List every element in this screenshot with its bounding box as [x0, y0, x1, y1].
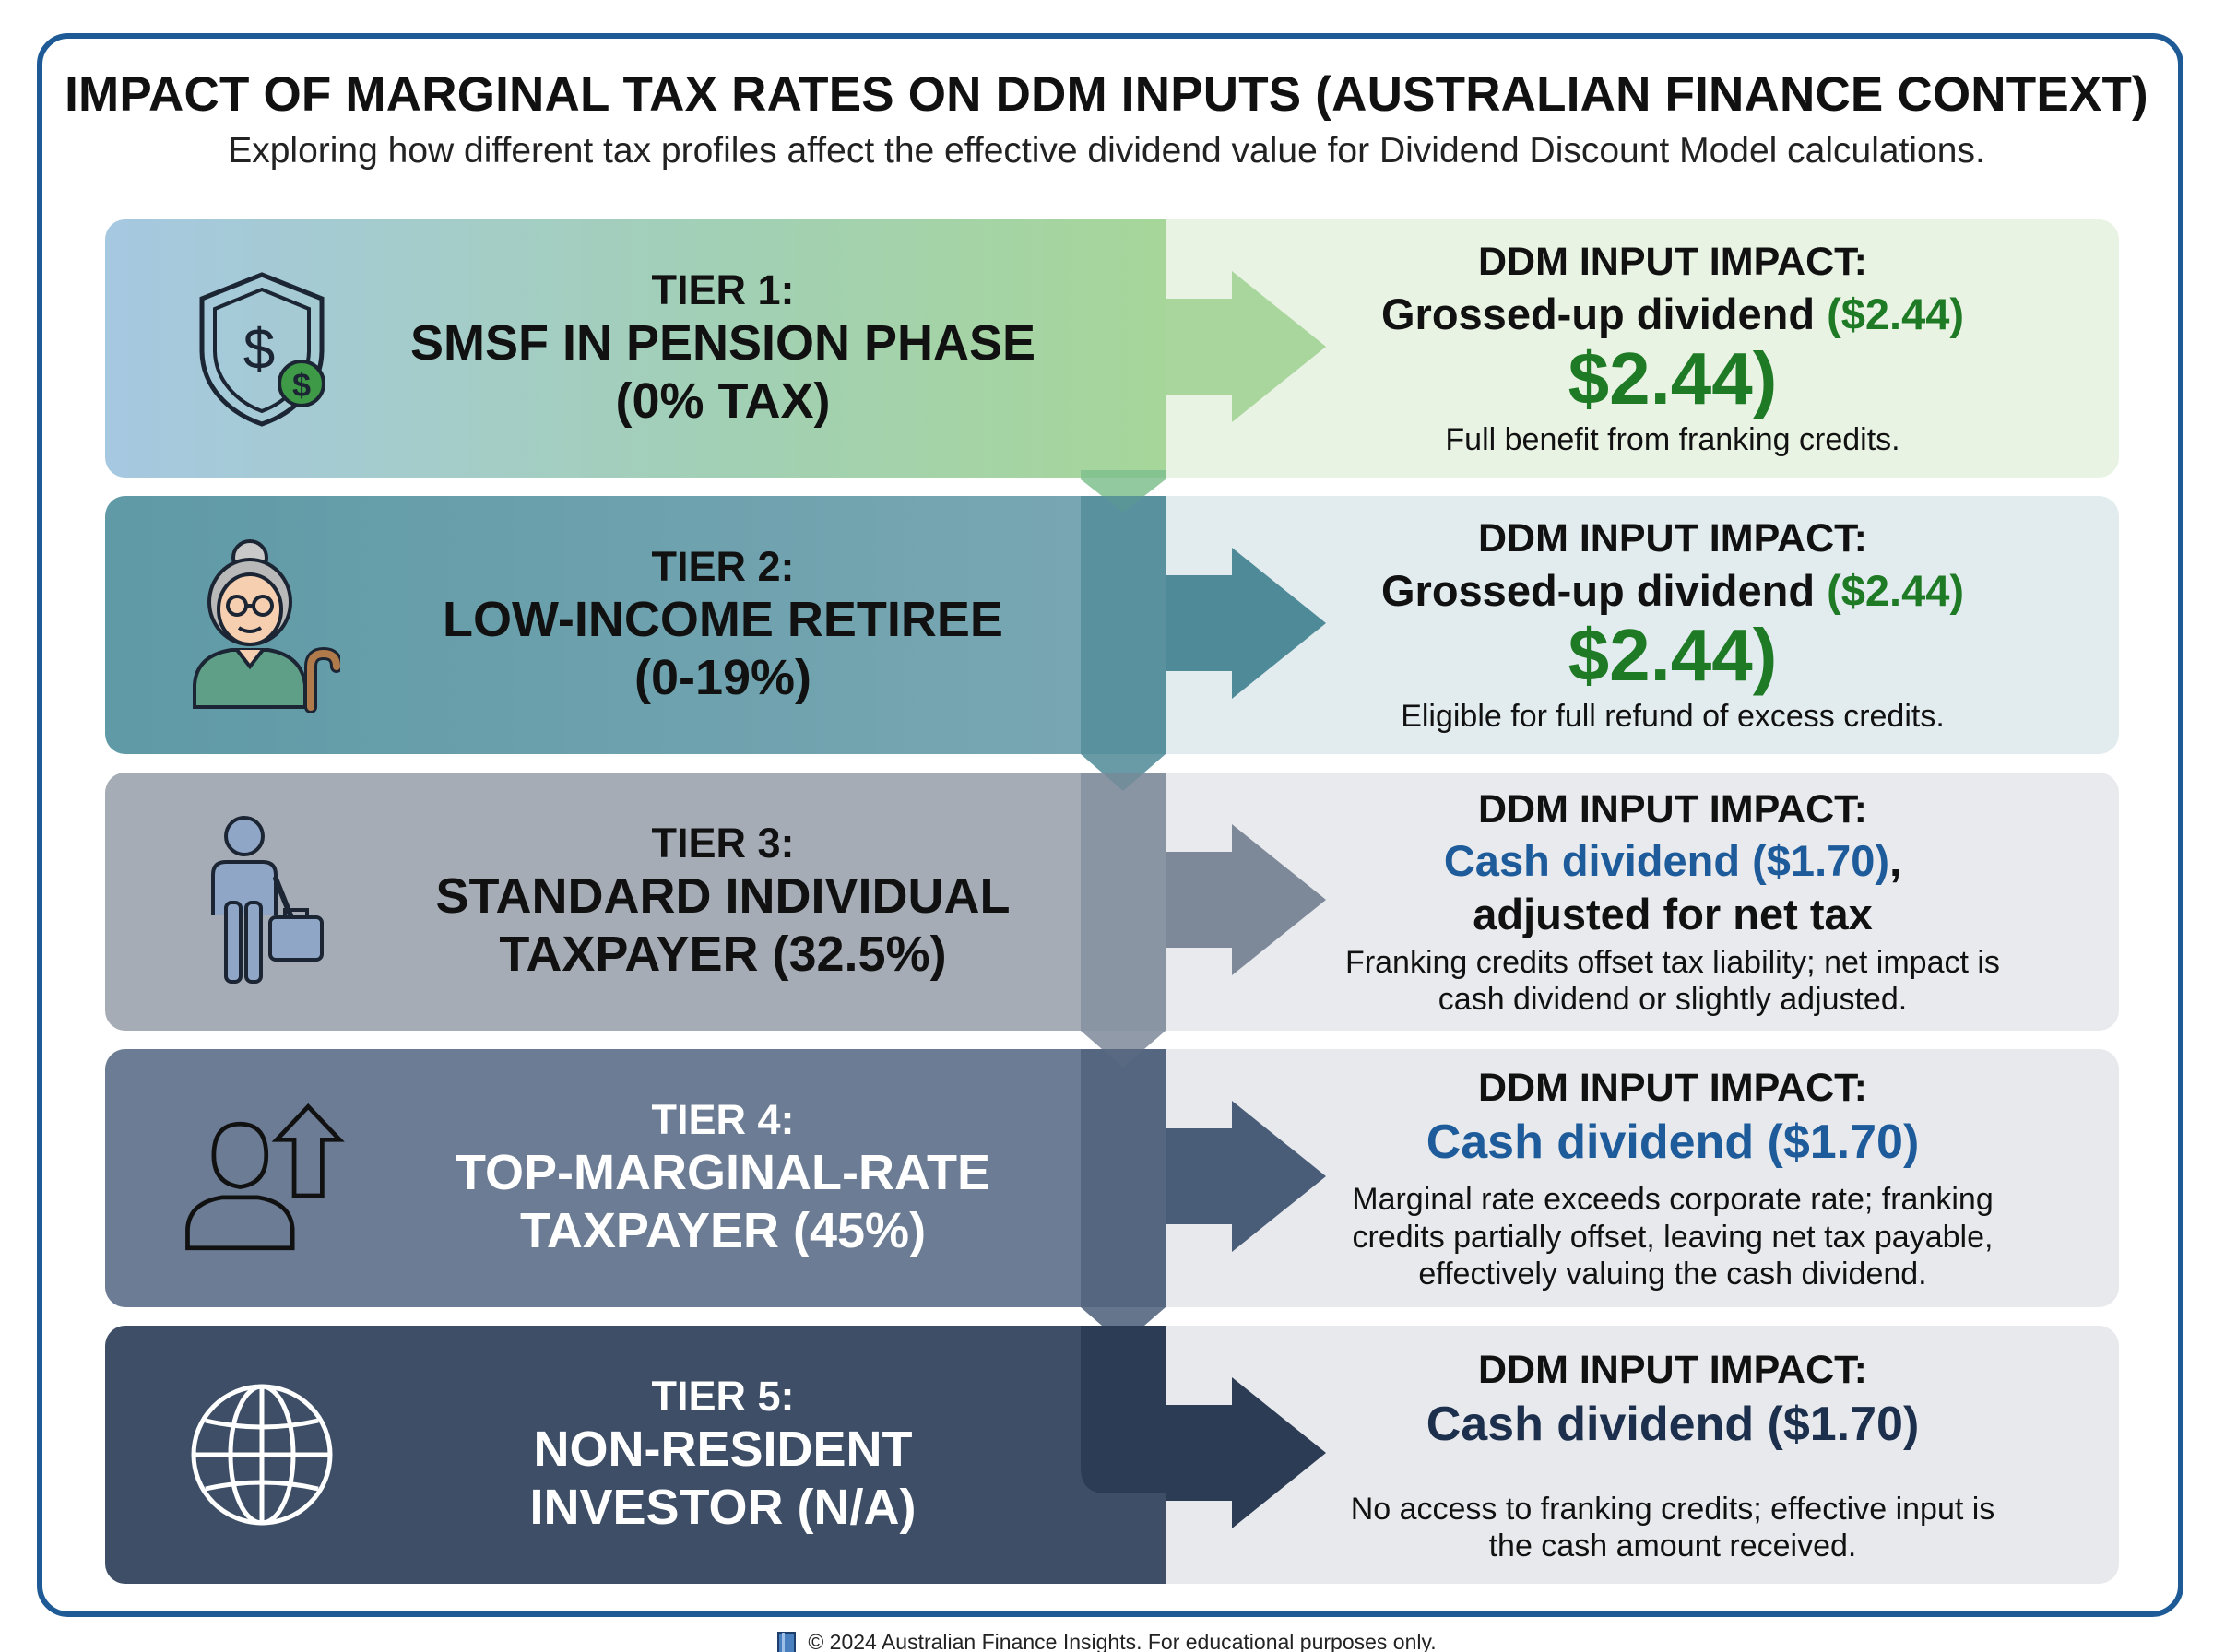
tier-1-impact-value: ($2.44) [1827, 289, 1965, 339]
tier-5-impact-note-line1: No access to franking credits; effective… [1350, 1492, 1995, 1528]
tier-2-name-line2: (0-19%) [633, 650, 812, 706]
tier-4-name-line1: TOP-MARGINAL-RATE [456, 1145, 990, 1201]
tier-5-impact-note: No access to franking credits; effective… [1351, 1491, 1995, 1564]
tier-1-impact: DDM INPUT IMPACT: Grossed-up dividend ($… [1267, 219, 2078, 478]
tier-3-impact-note: Franking credits offset tax liability; n… [1345, 944, 2000, 1018]
tier-3-name-line1: STANDARD INDIVIDUAL [435, 868, 1011, 925]
tier-4-impact-note-line3: effectively valuing the cash dividend. [1418, 1256, 1927, 1292]
tier-5-impact: DDM INPUT IMPACT: Cash dividend ($1.70) … [1267, 1326, 2078, 1584]
tier-5-impact-heading: DDM INPUT IMPACT: [1477, 1348, 1867, 1392]
tier-3-impact-note-line1: Franking credits offset tax liability; n… [1345, 945, 2000, 981]
tier-1-row: $ $ TIER 1: SMSF IN PENSION PHASE (0% TA… [105, 219, 2119, 478]
tier-4-impact-main: Cash dividend ($1.70) [1426, 1115, 1920, 1169]
tier-4-text: TIER 4: TOP-MARGINAL-RATE TAXPAYER (45%) [382, 1049, 1064, 1307]
tier-2-impact: DDM INPUT IMPACT: Grossed-up dividend ($… [1267, 496, 2078, 754]
tier-2-impact-main: Grossed-up dividend [1380, 566, 1816, 616]
tier-1-impact-heading: DDM INPUT IMPACT: [1477, 240, 1867, 285]
tier-3-impact-main: Cash dividend ($1.70) [1443, 836, 1890, 886]
tier-2-row: TIER 2: LOW-INCOME RETIREE (0-19%) DDM I… [105, 496, 2119, 754]
person-arrow-up-icon [179, 1095, 345, 1261]
tier-3-impact-line: Cash dividend ($1.70), [1444, 834, 1901, 887]
tier-5-name-line1: NON-RESIDENT [533, 1422, 913, 1478]
tier-4-name-line2: TAXPAYER (45%) [519, 1203, 927, 1259]
shield-dollar-icon: $ $ [179, 266, 345, 431]
globe-icon [179, 1372, 345, 1538]
tier-1-left-panel [105, 219, 1166, 478]
tier-3-left-panel [105, 773, 1166, 1031]
tier-2-impact-heading: DDM INPUT IMPACT: [1477, 516, 1867, 561]
tier-2-impact-big-value: $2.44) [1568, 614, 1778, 697]
tier-3-impact: DDM INPUT IMPACT: Cash dividend ($1.70),… [1267, 773, 2078, 1031]
tier-3-name-line2: TAXPAYER (32.5%) [499, 926, 947, 983]
person-briefcase-icon [179, 816, 345, 985]
tier-3-row: TIER 3: STANDARD INDIVIDUAL TAXPAYER (32… [105, 773, 2119, 1031]
tier-5-impact-note-line2: the cash amount received. [1488, 1528, 1857, 1564]
tier-4-impact-note: Marginal rate exceeds corporate rate; fr… [1352, 1181, 1993, 1292]
tier-2-name-line1: LOW-INCOME RETIREE [443, 592, 1003, 648]
tier-5-text: TIER 5: NON-RESIDENT INVESTOR (N/A) [382, 1326, 1064, 1584]
tier-1-impact-line: Grossed-up dividend ($2.44) [1381, 288, 1964, 340]
tier-3-impact-suffix: , [1889, 836, 1902, 886]
tier-1-impact-main: Grossed-up dividend [1380, 289, 1816, 339]
tier-5-row: TIER 5: NON-RESIDENT INVESTOR (N/A) DDM … [105, 1326, 2119, 1584]
tier-4-left-panel [105, 1049, 1166, 1307]
page-title: IMPACT OF MARGINAL TAX RATES ON DDM INPU… [65, 67, 2148, 122]
tier-4-label: TIER 4: [651, 1096, 795, 1144]
page-subtitle: Exploring how different tax profiles aff… [228, 131, 1985, 171]
book-icon [776, 1631, 799, 1652]
tier-1-impact-big-value: $2.44) [1568, 337, 1778, 420]
tier-1-impact-note: Full benefit from franking credits. [1445, 422, 1900, 458]
tier-4-impact-note-line1: Marginal rate exceeds corporate rate; fr… [1352, 1182, 1994, 1218]
tier-3-impact-heading: DDM INPUT IMPACT: [1477, 786, 1867, 832]
tier-3-impact-line2: adjusted for net tax [1473, 889, 1873, 938]
tier-5-impact-main: Cash dividend ($1.70) [1426, 1397, 1920, 1451]
tier-3-impact-note-line2: cash dividend or slightly adjusted. [1438, 982, 1908, 1018]
tier-3-text: TIER 3: STANDARD INDIVIDUAL TAXPAYER (32… [382, 773, 1064, 1031]
tier-1-text: TIER 1: SMSF IN PENSION PHASE (0% TAX) [382, 219, 1064, 478]
svg-text:$: $ [292, 366, 311, 404]
tier-1-name-line1: SMSF IN PENSION PHASE [409, 315, 1036, 372]
tier-2-label: TIER 2: [651, 543, 795, 591]
tier-2-impact-value: ($2.44) [1827, 566, 1965, 616]
tier-2-text: TIER 2: LOW-INCOME RETIREE (0-19%) [382, 496, 1064, 754]
tier-4-impact: DDM INPUT IMPACT: Cash dividend ($1.70) … [1267, 1049, 2078, 1307]
tier-4-impact-heading: DDM INPUT IMPACT: [1477, 1066, 1867, 1111]
tier-3-label: TIER 3: [651, 820, 795, 867]
tier-5-name-line2: INVESTOR (N/A) [529, 1480, 917, 1536]
svg-text:$: $ [243, 318, 275, 382]
tier-1-name-line2: (0% TAX) [615, 373, 831, 430]
tier-2-impact-line: Grossed-up dividend ($2.44) [1381, 564, 1964, 617]
tier-5-label: TIER 5: [651, 1373, 795, 1421]
footer-text: © 2024 Australian Finance Insights. For … [808, 1630, 1437, 1652]
tier-4-impact-note-line2: credits partially offset, leaving net ta… [1352, 1219, 1994, 1255]
tier-4-row: TIER 4: TOP-MARGINAL-RATE TAXPAYER (45%)… [105, 1049, 2119, 1307]
footer: © 2024 Australian Finance Insights. For … [0, 1630, 2213, 1652]
tier-2-impact-note: Eligible for full refund of excess credi… [1401, 699, 1945, 735]
retiree-icon [179, 539, 345, 713]
tier-1-label: TIER 1: [651, 266, 795, 314]
